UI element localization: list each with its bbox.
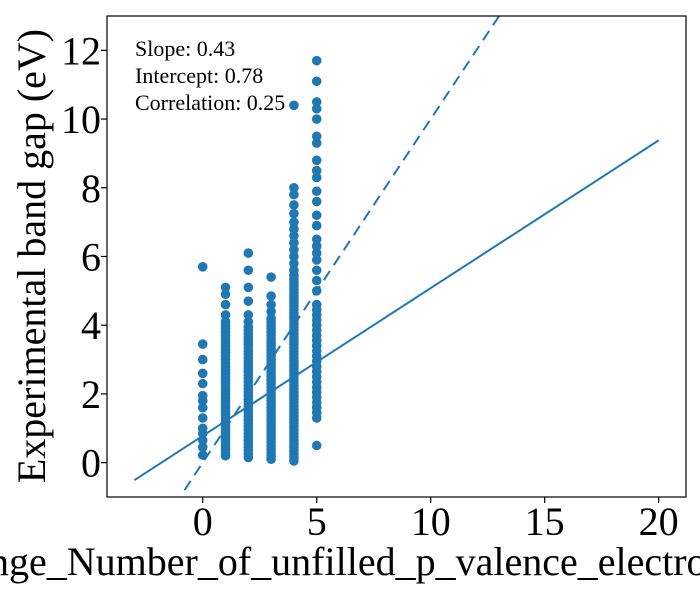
x-tick-label: 10 <box>411 499 451 544</box>
data-point <box>266 272 276 282</box>
data-point <box>289 182 299 193</box>
data-point <box>243 282 254 293</box>
y-tick-label: 0 <box>81 441 101 486</box>
y-tick-label: 6 <box>81 235 101 280</box>
data-point <box>311 275 322 286</box>
data-point <box>220 289 231 300</box>
data-point <box>197 368 208 379</box>
axis-ticks: 0 5 10 15 20 0 2 4 6 8 10 12 <box>61 28 679 544</box>
x-axis-label: range_Number_of_unfilled_p_valence_elect… <box>0 539 700 584</box>
x-tick-label: 5 <box>307 499 327 544</box>
data-point <box>266 299 276 310</box>
annotation-correlation: Correlation: 0.25 <box>135 90 285 115</box>
data-point <box>289 237 299 248</box>
fit-line <box>133 139 660 482</box>
y-tick-label: 8 <box>81 166 101 211</box>
data-point <box>197 402 208 413</box>
data-point <box>311 220 322 231</box>
data-point <box>243 296 254 306</box>
data-point <box>197 378 208 389</box>
data-point <box>311 241 322 251</box>
data-point <box>220 282 231 293</box>
data-point <box>243 265 254 276</box>
data-point <box>197 354 208 365</box>
data-point <box>289 251 299 262</box>
data-point <box>197 442 208 452</box>
data-point <box>197 413 208 423</box>
data-point <box>311 255 322 265</box>
data-point <box>311 114 322 124</box>
y-tick-label: 4 <box>81 303 101 348</box>
data-point <box>311 172 322 183</box>
x-tick-label: 15 <box>525 499 565 544</box>
data-point <box>289 265 299 276</box>
data-point <box>197 262 208 272</box>
data-point <box>266 306 276 317</box>
y-tick-label: 12 <box>61 28 101 73</box>
data-point <box>311 131 322 142</box>
data-point <box>311 76 322 87</box>
data-point <box>289 231 299 241</box>
data-point <box>311 103 322 114</box>
data-point <box>289 258 299 269</box>
data-point <box>220 316 231 327</box>
annotation-intercept: Intercept: 0.78 <box>135 63 263 88</box>
data-point <box>197 423 208 434</box>
data-point <box>311 55 322 66</box>
data-point <box>311 440 322 451</box>
data-point <box>197 390 208 401</box>
data-point <box>311 210 322 221</box>
y-tick-label: 10 <box>61 97 101 142</box>
plot-marks <box>133 16 660 491</box>
data-point <box>289 100 299 111</box>
data-point <box>311 299 322 310</box>
data-point <box>266 313 276 324</box>
data-point <box>289 189 299 200</box>
data-point <box>311 138 322 148</box>
data-point <box>289 208 299 219</box>
data-point <box>289 224 299 234</box>
x-tick-label: 20 <box>639 499 679 544</box>
x-tick-label: 0 <box>193 499 213 544</box>
data-point <box>311 155 322 166</box>
data-point <box>289 217 299 227</box>
data-point <box>289 244 299 255</box>
data-point <box>243 310 254 320</box>
y-tick-label: 2 <box>81 372 101 417</box>
data-point <box>220 299 231 310</box>
data-point <box>311 186 322 197</box>
data-point <box>197 339 208 349</box>
data-point <box>311 165 322 176</box>
identity-line <box>183 16 500 491</box>
y-axis-label: Experimental band gap (eV) <box>9 29 54 483</box>
data-point <box>311 97 322 107</box>
data-point <box>243 248 254 258</box>
data-point <box>289 200 299 210</box>
data-point <box>220 310 231 320</box>
data-point <box>311 196 322 207</box>
data-point <box>243 316 254 327</box>
data-point <box>311 248 322 258</box>
annotation-slope: Slope: 0.43 <box>135 36 235 61</box>
data-point <box>311 234 322 245</box>
plot-frame <box>106 15 687 498</box>
data-point <box>311 265 322 276</box>
data-point <box>266 291 276 301</box>
